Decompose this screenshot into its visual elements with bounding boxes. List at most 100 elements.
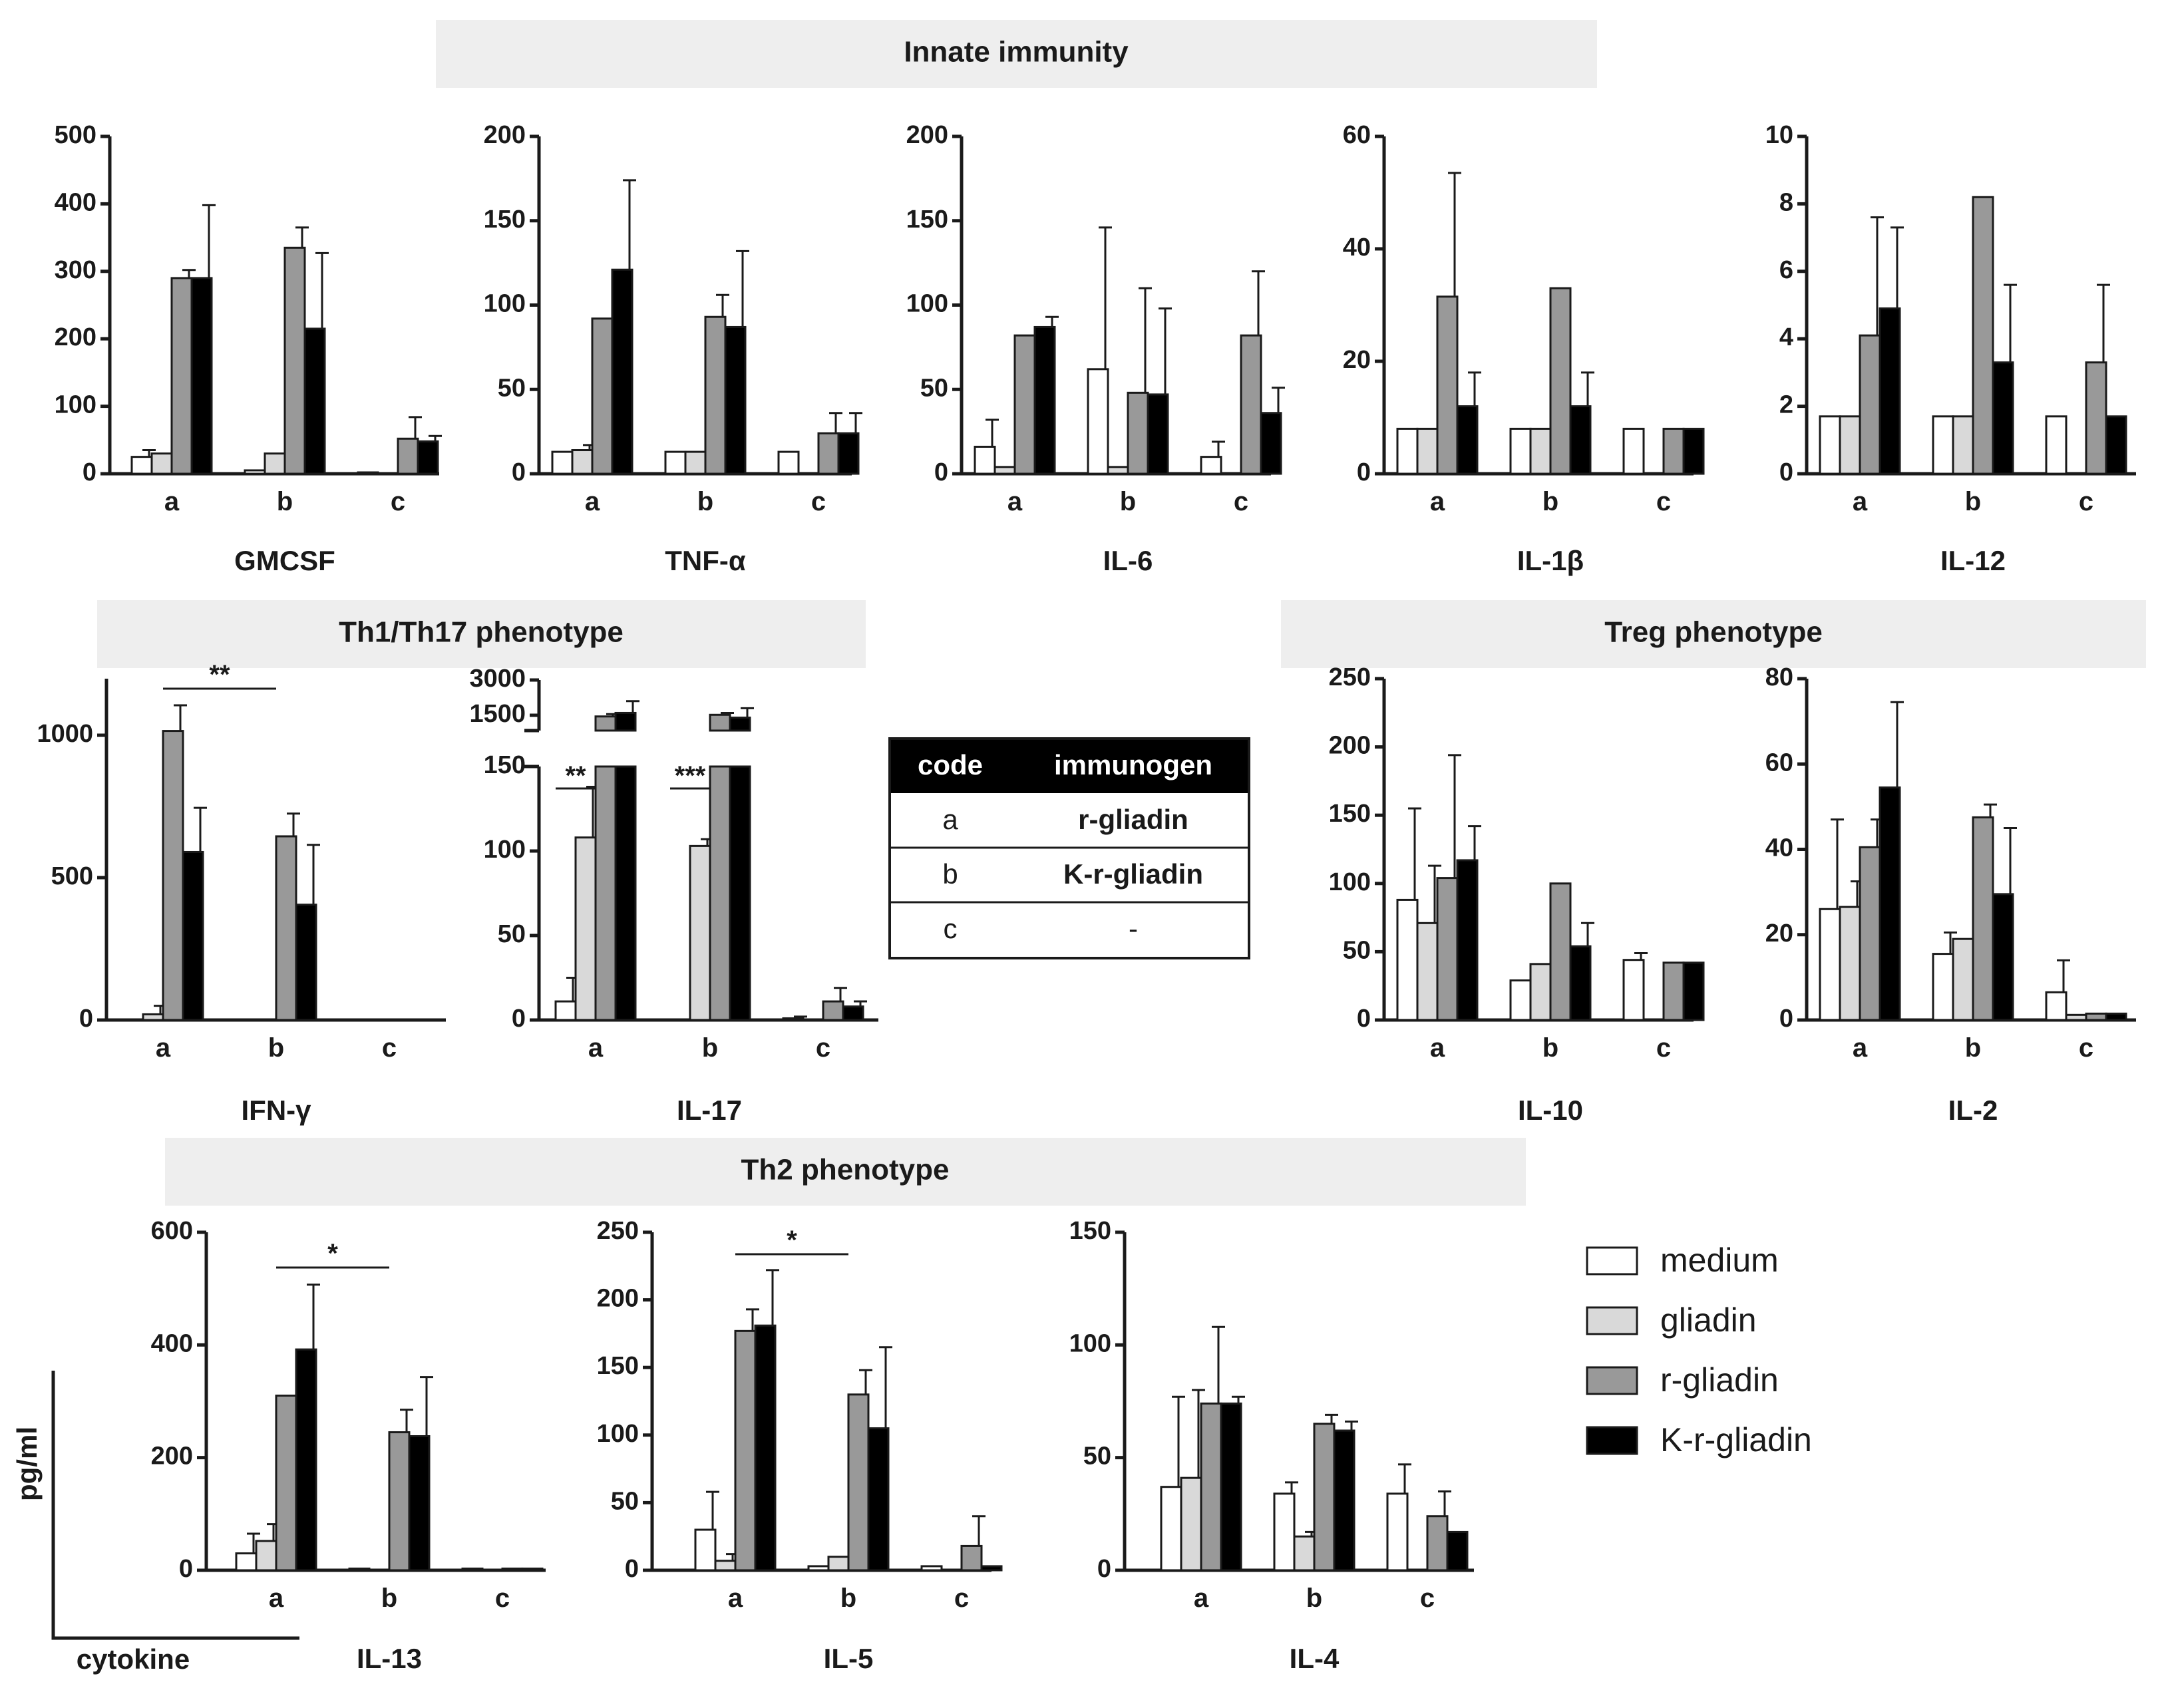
ifng-ytick-label: 0 (79, 1005, 93, 1033)
il5-ytick-label: 100 (597, 1420, 639, 1448)
il5-ytick-label: 0 (625, 1555, 639, 1583)
il5-bar-b (847, 1393, 870, 1572)
ifng-bar-b (295, 904, 317, 1021)
il6-bar-c (1240, 334, 1262, 475)
il6-bar-b (1107, 466, 1129, 475)
il6-bar-c (1260, 412, 1282, 475)
il1b-ytick-label: 60 (1343, 121, 1371, 149)
axis-key: pg/ml cytokine (11, 1371, 299, 1675)
il17-title: IL-17 (677, 1095, 742, 1126)
tnfa-bar-c (817, 432, 840, 475)
il5-xtick-label: c (954, 1584, 969, 1613)
tnfa-bar-a (611, 268, 633, 475)
il5-bar-b (807, 1565, 830, 1572)
il13-ytick-label: 600 (151, 1217, 193, 1245)
il1b-xtick-label: c (1656, 487, 1671, 516)
gmcsf-bar-a (170, 277, 193, 475)
il1b-ytick-label: 0 (1357, 458, 1371, 486)
il17-bar-b-upper (729, 717, 751, 732)
section-innate: Innate immunity (436, 20, 1597, 88)
gmcsf-bar-b (283, 246, 306, 475)
il12-bar-a (1859, 334, 1881, 475)
il1b-bar-c (1622, 427, 1645, 475)
legend-swatch-medium (1586, 1246, 1638, 1276)
tnfa-bar-a (591, 317, 614, 475)
il13-xtick-label: c (495, 1584, 510, 1613)
gmcsf-ytick-label: 100 (55, 391, 96, 419)
ifng-bar-a (142, 1013, 164, 1021)
il4-bar-b (1293, 1535, 1316, 1572)
il6-bar-a (1033, 325, 1056, 475)
il12-bar-a (1839, 415, 1861, 475)
il1b-bar-b (1509, 427, 1532, 475)
il6-ytick-label: 50 (920, 374, 948, 402)
legend-label-medium: medium (1660, 1242, 1779, 1279)
il1b-bar-a (1416, 427, 1439, 475)
il17-bar-c (782, 1017, 805, 1021)
ifng-ytick-label: 500 (51, 862, 93, 890)
ifng-bar-a (162, 730, 184, 1021)
il5-bar-c (980, 1565, 1003, 1572)
ifng-sig-label: ** (209, 660, 230, 689)
tnfa-ytick-label: 100 (484, 290, 526, 318)
il17-bar-a (614, 765, 637, 1021)
il2-bar-c (2105, 1012, 2127, 1021)
il17-bar-a-upper (594, 715, 617, 732)
ifng-title: IFN-γ (242, 1095, 312, 1126)
il1b-bar-c (1682, 427, 1705, 475)
il12-xtick-label: b (1965, 487, 1981, 516)
gmcsf-bar-b (264, 452, 286, 475)
il1b-ytick-label: 20 (1343, 346, 1371, 374)
il4-xtick-label: b (1306, 1584, 1322, 1613)
il13-bar-a (295, 1348, 317, 1572)
il17-xtick-label: c (816, 1033, 830, 1063)
il12-bar-a (1819, 415, 1841, 475)
il2-bar-c (2065, 1013, 2087, 1021)
il12-bar-c (2085, 361, 2107, 475)
il5-bar-a (694, 1528, 717, 1572)
il6-ytick-label: 100 (906, 290, 948, 318)
il5-sig-label: * (787, 1226, 797, 1255)
il10-ytick-label: 150 (1329, 800, 1371, 828)
il2-ytick-label: 40 (1765, 834, 1793, 862)
il13-bar-b (348, 1567, 371, 1572)
il13-bar-c (461, 1567, 484, 1572)
il6-xtick-label: c (1234, 487, 1248, 516)
il4-bar-c (1386, 1492, 1409, 1572)
ifng-xtick-label: c (382, 1033, 397, 1063)
il17-xtick-label: a (588, 1033, 604, 1063)
il6-xtick-label: b (1120, 487, 1136, 516)
il6-bar-a (1013, 334, 1036, 475)
chart-il-1-beta: 0 20 40 60 a b c IL-1β (1343, 121, 1705, 576)
il2-bar-a (1859, 846, 1881, 1021)
gmcsf-xtick-label: b (277, 487, 293, 516)
tnfa-bar-b (664, 450, 687, 475)
il12-ytick-label: 8 (1779, 188, 1793, 216)
il1b-xtick-label: a (1430, 487, 1445, 516)
il17-bar-c (842, 1005, 864, 1021)
il4-title: IL-4 (1290, 1643, 1340, 1674)
il12-bar-a (1879, 307, 1901, 475)
il17-ytick-label: 0 (512, 1005, 526, 1033)
il13-bar-c (521, 1567, 544, 1572)
il5-bar-a (714, 1560, 737, 1572)
il4-ytick-label: 50 (1083, 1443, 1111, 1470)
il6-ytick-label: 200 (906, 121, 948, 149)
legend-swatch-k-r-gliadin (1586, 1426, 1638, 1455)
il2-bar-b (1952, 938, 1974, 1021)
il10-bar-a (1456, 859, 1479, 1021)
il5-bar-a (734, 1329, 757, 1572)
il4-bar-a (1180, 1476, 1202, 1572)
il6-ytick-label: 0 (934, 458, 948, 486)
il10-bar-b (1509, 979, 1532, 1021)
il2-bar-a (1879, 786, 1901, 1021)
il17-ytick-label-upper: 3000 (469, 665, 526, 693)
il2-bar-b (1992, 893, 2014, 1021)
chart-il-6: 0 50 100 150 200 a b c IL-6 (906, 121, 1285, 576)
il12-bar-b (1932, 415, 1954, 475)
gmcsf-bar-b (303, 327, 326, 475)
gmcsf-title: GMCSF (234, 545, 335, 576)
il10-bar-a (1416, 922, 1439, 1021)
il10-title: IL-10 (1518, 1095, 1583, 1126)
